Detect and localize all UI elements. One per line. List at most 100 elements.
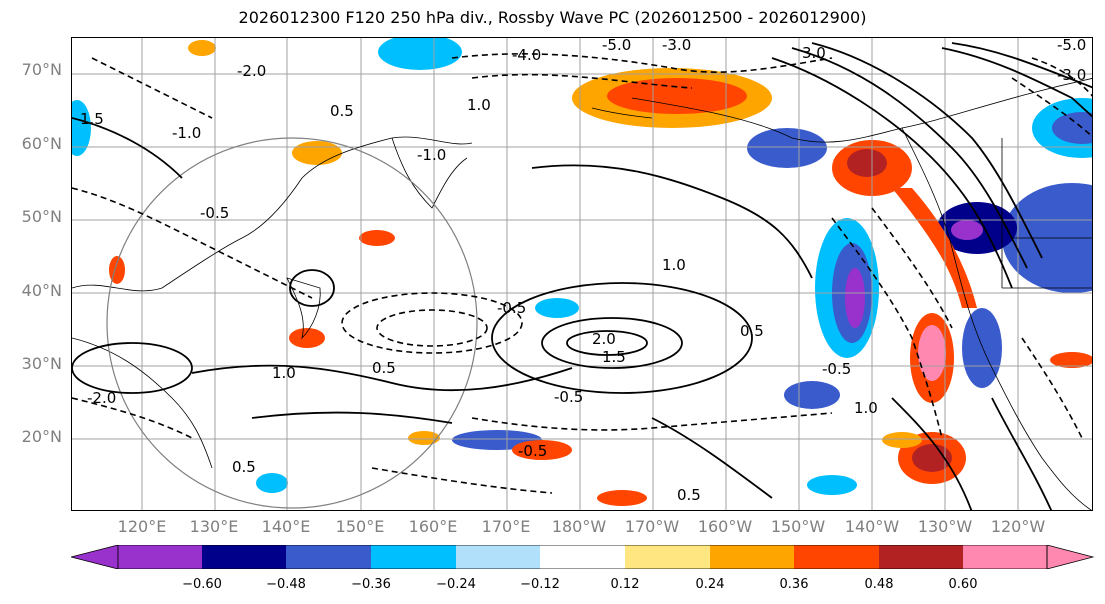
projection-circle: [106, 137, 478, 509]
pos-area-trop-2: [597, 490, 647, 506]
colorbar-tick: 0.36: [779, 577, 809, 592]
contour-label: 0.5: [232, 458, 256, 476]
pos-area-california-core: [918, 325, 946, 381]
map-title: 2026012300 F120 250 hPa div., Rossby Wav…: [238, 8, 867, 27]
contour-pos-jet-1: [771, 57, 1013, 289]
pos-area-aleutian-core: [607, 78, 747, 114]
contour-pos-jet-2: [791, 47, 1028, 269]
lat-label-20n: 20°N: [21, 427, 62, 446]
colorbar-segment: [540, 545, 625, 569]
lon-label-130w: 130°W: [917, 517, 973, 536]
colorbar-segment: [118, 545, 202, 569]
lon-label-150w: 150°W: [770, 517, 826, 536]
lat-label-50n: 50°N: [21, 207, 62, 226]
coast-alaska: [631, 78, 1092, 143]
lon-label-170e: 170°E: [481, 517, 531, 536]
lat-label-60n: 60°N: [21, 134, 62, 153]
coast-aleutians: [591, 107, 653, 119]
neg-area-purple: [951, 220, 983, 240]
colorbar-segment: [371, 545, 456, 569]
solid-contours: [72, 42, 1092, 510]
lon-label-160w: 160°W: [697, 517, 753, 536]
contour-label: -0.5: [497, 299, 526, 317]
pos-area-gulf-alaska-core: [847, 149, 887, 177]
contour-label: -0.5: [518, 442, 547, 460]
contour-label: 3.0: [802, 44, 826, 62]
contour-label: -5.0: [1057, 38, 1086, 54]
contour-neg-mid-1: [341, 292, 523, 354]
contour-pos-pac: [651, 417, 773, 499]
contour-pos-jet-3: [811, 42, 1043, 259]
contour-pos-central-inner: [566, 330, 648, 356]
contour-neg-arctic-2: [471, 73, 693, 89]
lon-label-160e: 160°E: [408, 517, 458, 536]
contour-neg-sw: [72, 397, 193, 439]
pos-area-trop-3: [882, 432, 922, 448]
colorbar-tick: −0.24: [436, 577, 476, 592]
colorbar-max-extend: [1046, 545, 1094, 569]
contour-label: -0.5: [822, 360, 851, 378]
neg-area-arctic: [378, 38, 462, 70]
pos-area-mexico-core: [912, 444, 952, 472]
contour-pos-ne-1: [941, 47, 1092, 118]
contour-neg-coast-2: [871, 207, 953, 329]
neg-area-trop-1: [784, 381, 840, 409]
contour-pos-japan: [289, 269, 335, 307]
contour-label: 0.5: [740, 322, 764, 340]
lon-label-170w: 170°W: [624, 517, 680, 536]
contour-label: -4.0: [512, 46, 541, 64]
colorbar-segment: [710, 545, 794, 569]
contour-label: -2.0: [237, 62, 266, 80]
contour-label: -0.5: [554, 388, 583, 406]
neg-area-trop-3: [535, 298, 579, 318]
neg-area-trop-4: [807, 475, 857, 495]
map-canvas: -4.0 -5.0 -3.0 3.0 -5.0 -3.0 -2.0 1.5 1.…: [72, 38, 1092, 510]
map-panel: -4.0 -5.0 -3.0 3.0 -5.0 -3.0 -2.0 1.5 1.…: [71, 37, 1093, 511]
pos-area-west-pac: [359, 230, 395, 246]
neg-area-gulf-deep: [845, 268, 865, 328]
contour-neg-ne-2: [1031, 57, 1092, 97]
lat-label-30n: 30°N: [21, 354, 62, 373]
pos-area-arctic: [188, 40, 216, 56]
contour-labels: -4.0 -5.0 -3.0 3.0 -5.0 -3.0 -2.0 1.5 1.…: [80, 38, 1086, 504]
pos-area-china: [109, 256, 125, 284]
colorbar-tick: 0.48: [864, 577, 894, 592]
contour-label: -1.0: [417, 146, 446, 164]
contour-neg-trop-2: [371, 467, 553, 494]
contour-neg-ne: [1011, 77, 1092, 138]
contour-label: 0.5: [372, 359, 396, 377]
coast-china: [72, 337, 213, 469]
colorbar-segment: [963, 545, 1047, 569]
contour-label: -0.5: [200, 204, 229, 222]
contour-pos-2: [251, 411, 453, 424]
pos-area-coast-band: [892, 188, 977, 308]
contour-label: -3.0: [1057, 66, 1086, 84]
contour-label: 2.0: [592, 330, 616, 348]
contour-pos-central-mid: [541, 317, 683, 369]
neg-area-east-asia: [256, 473, 288, 493]
pos-area-subtrop: [408, 431, 440, 445]
pos-area-kamchatka: [292, 141, 342, 165]
colorbar-tick: 0.12: [610, 577, 640, 592]
coast-kamchatka: [391, 137, 468, 209]
contour-neg-west-1: [91, 57, 213, 119]
pos-area-japan: [289, 328, 325, 348]
coast-na-west: [901, 127, 1092, 510]
contour-label: 1.0: [272, 364, 296, 382]
contour-label: 1.5: [80, 110, 104, 128]
neg-area-left-edge: [72, 100, 91, 156]
contour-pos-west: [72, 117, 183, 179]
colorbar-tick: 0.24: [695, 577, 725, 592]
contour-neg-arctic-1: [451, 53, 833, 73]
contour-pos-se: [991, 397, 1053, 510]
contour-neg-coast-1: [831, 217, 943, 439]
contour-label: 0.5: [330, 102, 354, 120]
contour-label: -2.0: [87, 389, 116, 407]
contour-label: -1.0: [172, 124, 201, 142]
contour-neg-trop-1: [471, 412, 833, 431]
colorbar-segment: [456, 545, 540, 569]
contour-neg-se: [1021, 337, 1083, 439]
pos-area-trop-1: [512, 440, 572, 460]
colorbar-tick: −0.60: [182, 577, 222, 592]
colorbar-tick: 0.60: [948, 577, 978, 592]
